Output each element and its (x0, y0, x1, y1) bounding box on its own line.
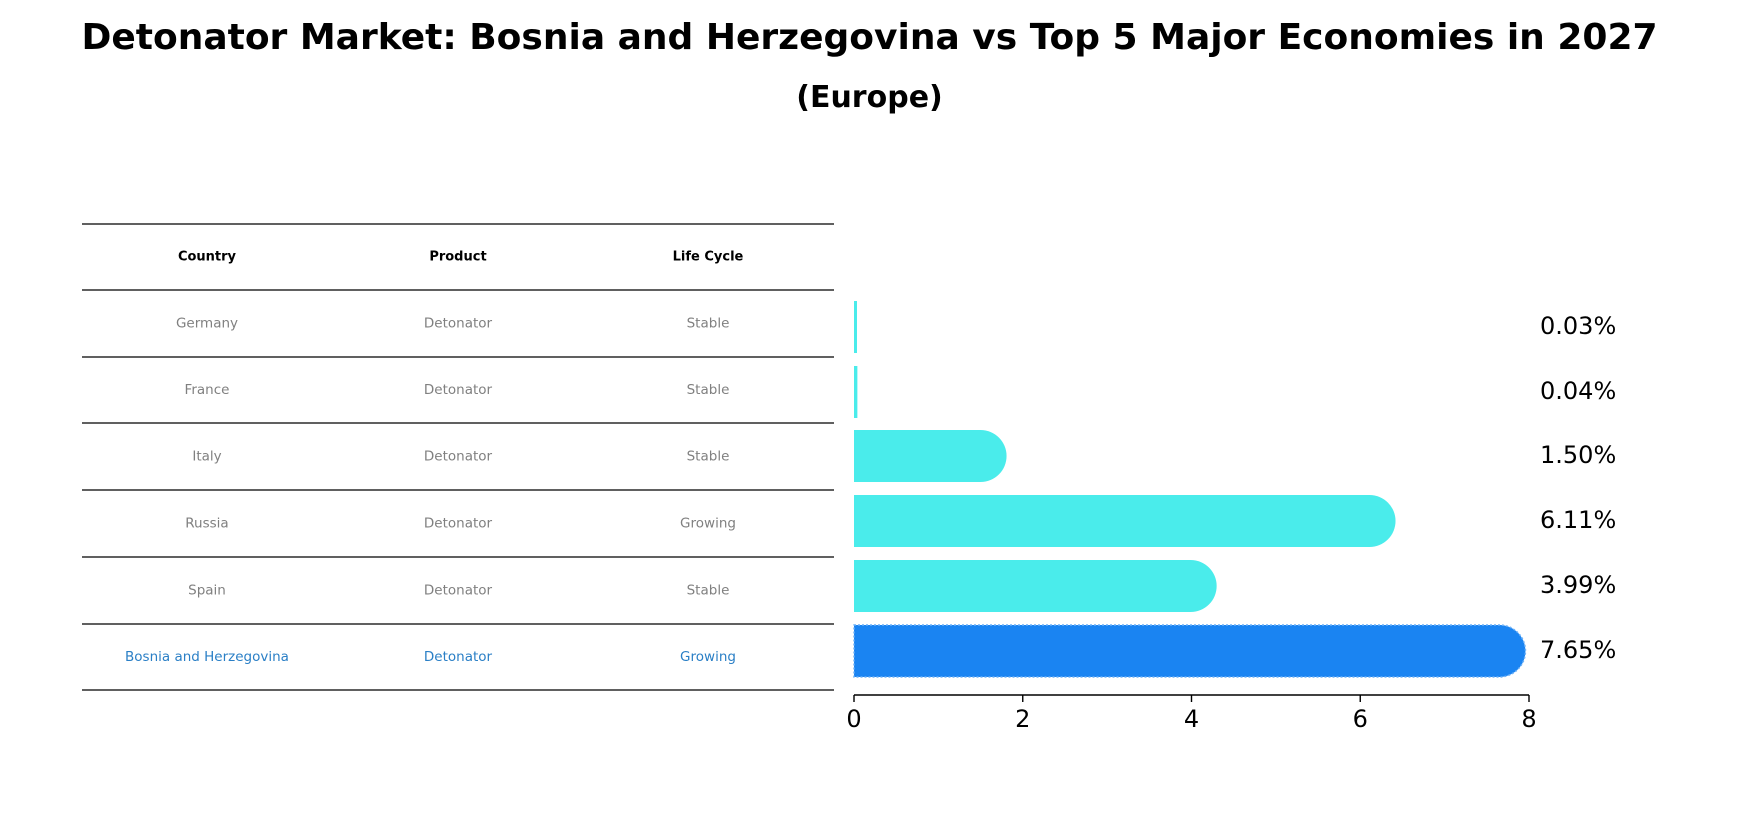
bar-value-label: 3.99% (1540, 571, 1616, 599)
chart-subtitle: (Europe) (796, 80, 943, 115)
table-cell: Stable (687, 316, 730, 332)
table-cell: Germany (176, 316, 238, 332)
bar-value-label: 0.04% (1540, 377, 1616, 405)
table-cell: Detonator (424, 382, 493, 398)
x-tick-label: 4 (1184, 705, 1199, 733)
table-header-cell: Product (429, 250, 486, 265)
x-axis: 0 2 4 6 8 (846, 694, 1537, 733)
table-cell: Russia (185, 516, 228, 532)
table-cell: Italy (192, 449, 221, 465)
table-cell: France (185, 382, 230, 398)
bar (854, 560, 1217, 612)
bar-value-label: 7.65% (1540, 636, 1616, 664)
table-header-cell: Country (178, 250, 237, 265)
bar (854, 301, 857, 353)
x-tick-label: 2 (1015, 705, 1030, 733)
table-cell: Bosnia and Herzegovina (125, 649, 289, 665)
x-tick-label: 0 (846, 705, 861, 733)
table-cell: Detonator (424, 583, 493, 599)
table-cell: Detonator (424, 649, 493, 665)
table-cell: Spain (188, 583, 226, 599)
table-cell: Stable (687, 449, 730, 465)
chart-title: Detonator Market: Bosnia and Herzegovina… (81, 17, 1658, 58)
bar (853, 624, 1527, 678)
bar-value-label: 1.50% (1540, 441, 1616, 469)
bar (854, 366, 858, 418)
table-cell: Detonator (424, 516, 493, 532)
data-table: Country Product Life Cycle Germany Detonator… (82, 223, 834, 691)
bar (854, 430, 1007, 482)
bar-value-label: 6.11% (1540, 506, 1616, 534)
table-cell: Detonator (424, 449, 493, 465)
x-tick-label: 6 (1353, 705, 1368, 733)
table-cell: Stable (687, 583, 730, 599)
bar-plot: 0.03% 0.04% 1.50% 6.11% 3.99% 7.65% (853, 301, 1616, 678)
x-tick-label: 8 (1521, 705, 1536, 733)
bar-value-label: 0.03% (1540, 312, 1616, 340)
table-header-cell: Life Cycle (673, 250, 744, 265)
table-cell: Growing (680, 516, 736, 532)
table-cell: Detonator (424, 316, 493, 332)
table-cell: Growing (680, 649, 736, 665)
table-cell: Stable (687, 382, 730, 398)
bar (854, 495, 1396, 547)
